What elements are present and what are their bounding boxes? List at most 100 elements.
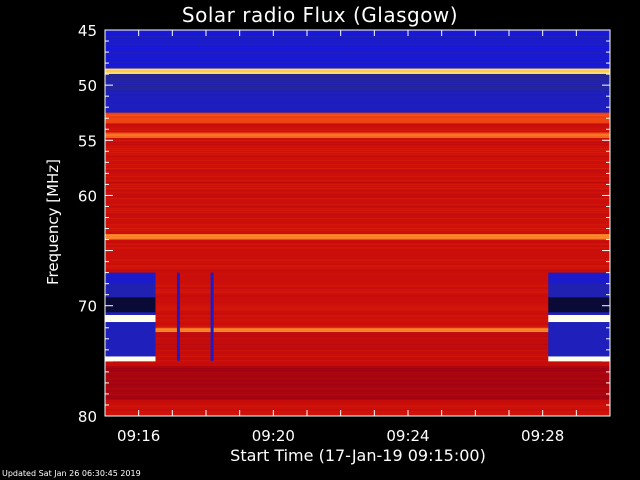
band-stripe bbox=[105, 289, 610, 291]
band-stripe bbox=[105, 112, 610, 114]
band-stripe bbox=[105, 34, 610, 35]
band-stripe bbox=[105, 48, 610, 49]
band-stripe bbox=[105, 366, 610, 368]
band-stripe bbox=[105, 129, 610, 131]
band-stripe bbox=[105, 162, 610, 164]
band-stripe bbox=[105, 62, 610, 63]
band-stripe bbox=[105, 70, 610, 72]
band-stripe bbox=[105, 336, 610, 338]
band-stripe bbox=[105, 132, 610, 134]
band-stripe bbox=[105, 186, 610, 188]
band-stripe bbox=[105, 332, 610, 334]
frequency-band bbox=[105, 112, 610, 124]
band-stripe bbox=[105, 116, 610, 118]
band-stripe bbox=[105, 321, 610, 323]
x-tick-label: 09:24 bbox=[386, 427, 429, 445]
band-stripe bbox=[105, 311, 610, 313]
dropout-line bbox=[176, 272, 180, 361]
dropout-line bbox=[210, 272, 214, 361]
x-tick-label: 09:20 bbox=[252, 427, 295, 445]
band-stripe bbox=[105, 52, 610, 53]
band-stripe bbox=[105, 120, 610, 122]
band-stripe bbox=[105, 54, 610, 55]
band-stripe bbox=[105, 220, 610, 222]
band-stripe bbox=[105, 384, 610, 386]
band-stripe bbox=[105, 100, 610, 102]
band-stripe bbox=[105, 329, 610, 331]
band-stripe bbox=[105, 401, 610, 403]
band-stripe bbox=[105, 90, 610, 92]
band-stripe bbox=[105, 196, 610, 198]
band-stripe bbox=[105, 255, 610, 257]
data-gap bbox=[548, 356, 610, 362]
band-stripe bbox=[105, 405, 610, 407]
band-stripe bbox=[105, 396, 610, 398]
band-stripe bbox=[105, 200, 610, 202]
band-stripe bbox=[105, 291, 610, 293]
band-stripe bbox=[105, 98, 610, 100]
band-stripe bbox=[105, 212, 610, 214]
band-stripe bbox=[105, 376, 610, 378]
band-stripe bbox=[105, 206, 610, 208]
band-stripe bbox=[105, 68, 610, 70]
y-tick-label: 55 bbox=[78, 132, 97, 150]
band-stripe bbox=[105, 392, 610, 394]
band-stripe bbox=[105, 178, 610, 180]
band-stripe bbox=[105, 356, 610, 358]
band-stripe bbox=[105, 228, 610, 230]
data-gap bbox=[105, 283, 156, 298]
band-stripe bbox=[105, 295, 610, 297]
band-stripe bbox=[105, 305, 610, 307]
band-stripe bbox=[105, 172, 610, 174]
band-stripe bbox=[105, 307, 610, 309]
band-stripe bbox=[105, 340, 610, 342]
band-stripe bbox=[105, 182, 610, 184]
band-stripe bbox=[105, 36, 610, 37]
band-stripe bbox=[105, 293, 610, 295]
band-stripe bbox=[105, 68, 610, 69]
band-stripe bbox=[105, 390, 610, 392]
band-stripe bbox=[105, 140, 610, 142]
band-stripe bbox=[105, 372, 610, 374]
frequency-band bbox=[105, 332, 610, 367]
band-stripe bbox=[105, 88, 610, 90]
band-stripe bbox=[105, 108, 610, 110]
band-stripe bbox=[105, 122, 610, 124]
data-gap bbox=[548, 272, 610, 284]
band-stripe bbox=[105, 263, 610, 265]
band-stripe bbox=[105, 344, 610, 346]
data-gap bbox=[105, 297, 156, 313]
spectrogram-heatmap bbox=[105, 30, 610, 417]
band-stripe bbox=[105, 386, 610, 388]
y-tick-label: 50 bbox=[78, 77, 97, 95]
band-stripe bbox=[105, 245, 610, 247]
band-stripe bbox=[105, 398, 610, 400]
band-stripe bbox=[105, 156, 610, 158]
band-stripe bbox=[105, 208, 610, 210]
band-stripe bbox=[105, 82, 610, 84]
x-axis-label: Start Time (17-Jan-19 09:15:00) bbox=[230, 446, 486, 465]
band-stripe bbox=[105, 150, 610, 152]
band-stripe bbox=[105, 303, 610, 305]
band-stripe bbox=[105, 236, 610, 238]
band-stripe bbox=[105, 364, 610, 366]
band-stripe bbox=[105, 218, 610, 220]
band-stripe bbox=[105, 114, 610, 116]
band-stripe bbox=[105, 56, 610, 57]
band-stripe bbox=[105, 413, 610, 415]
band-stripe bbox=[105, 277, 610, 279]
frequency-band bbox=[105, 138, 610, 235]
y-tick-label: 45 bbox=[78, 22, 97, 40]
data-gap bbox=[548, 322, 610, 357]
band-stripe bbox=[105, 273, 610, 275]
band-stripe bbox=[105, 239, 610, 241]
band-stripe bbox=[105, 146, 610, 148]
band-stripe bbox=[105, 32, 610, 33]
band-stripe bbox=[105, 409, 610, 411]
band-stripe bbox=[105, 411, 610, 413]
band-stripe bbox=[105, 131, 610, 133]
band-stripe bbox=[105, 394, 610, 396]
band-stripe bbox=[105, 319, 610, 321]
chart-axes: 45 50 55 60 70 80 09:16 09:20 09:24 09:28 bbox=[78, 22, 611, 445]
